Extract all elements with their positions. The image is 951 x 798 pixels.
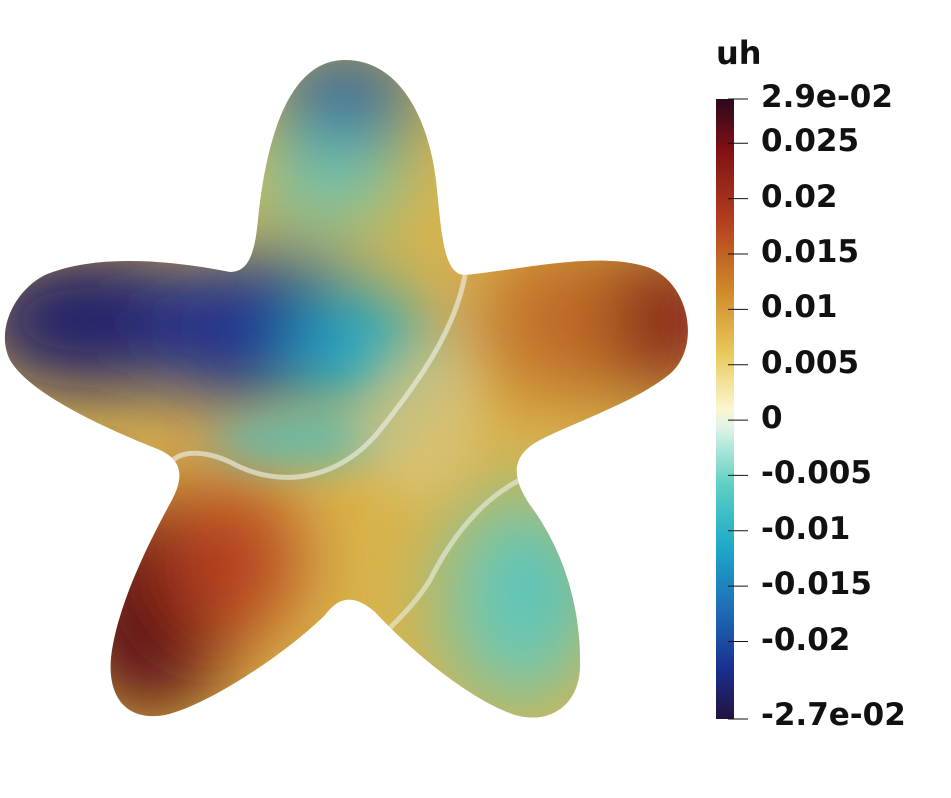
colorbar-tick-label: 0.02 <box>761 178 838 215</box>
colorbar-tick-label: 0.01 <box>761 289 838 326</box>
colorbar-ticks <box>728 98 748 720</box>
colorbar-tick-label: -0.01 <box>761 510 851 547</box>
colorbar-title: uh <box>716 34 762 72</box>
colorbar-tick-label: -0.02 <box>761 621 851 658</box>
colorbar-min-label: -2.7e-02 <box>761 697 906 733</box>
colorbar-tick-label: 0.025 <box>761 123 860 160</box>
colorbar-tick-label: 0.015 <box>761 234 860 270</box>
colorbar-tick-label: 0.005 <box>761 344 860 381</box>
colorbar-gradient <box>716 99 734 719</box>
colorbar-max-label: 2.9e-02 <box>761 79 893 115</box>
colorbar-tick-label: 0 <box>761 400 783 437</box>
colorbar-tick-label: -0.015 <box>761 566 872 603</box>
colorbar-tick-label: -0.005 <box>761 455 872 492</box>
field-plot <box>4 60 688 718</box>
